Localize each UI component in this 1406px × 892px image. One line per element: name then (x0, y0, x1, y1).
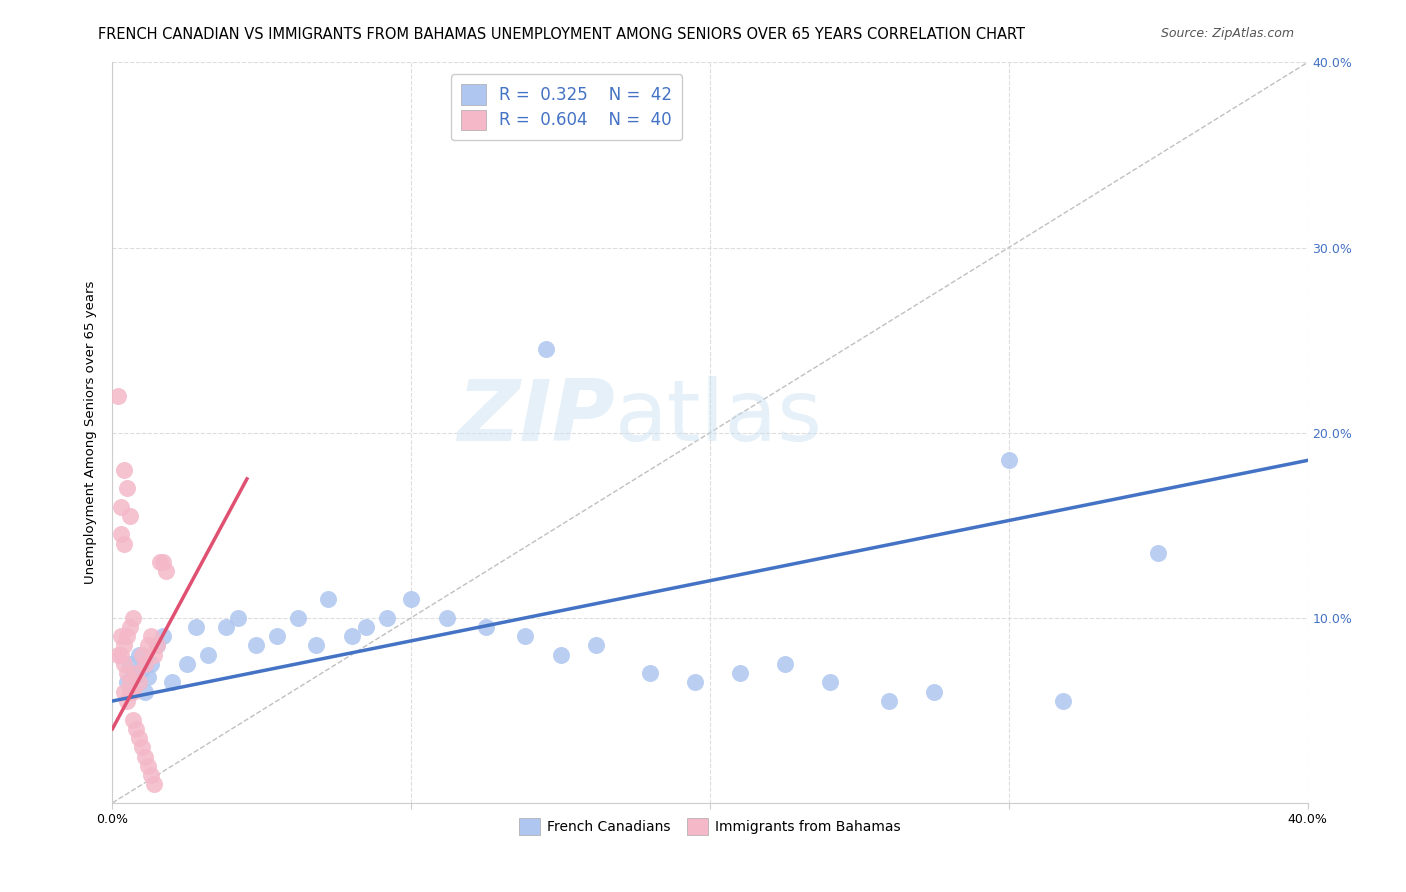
Point (114, 462, 135, 476)
Point (114, 657, 135, 671)
Point (122, 685, 145, 699)
Point (128, 648, 150, 662)
Point (110, 648, 132, 662)
Point (155, 565, 177, 579)
Point (125, 666, 148, 681)
Point (550, 648, 572, 662)
Point (226, 610, 249, 624)
Point (1147, 546, 1170, 560)
Point (120, 685, 142, 699)
Point (146, 639, 169, 653)
Point (131, 663, 153, 677)
Point (122, 666, 145, 681)
Point (138, 758, 160, 772)
Point (176, 657, 198, 671)
Point (120, 620, 142, 634)
Point (120, 508, 142, 523)
Point (728, 666, 751, 681)
Point (134, 685, 156, 699)
Point (107, 388, 129, 402)
Point (138, 670, 160, 684)
Point (513, 629, 536, 643)
Point (141, 629, 163, 643)
Point (436, 610, 458, 624)
Point (117, 675, 139, 690)
Point (534, 343, 557, 357)
Point (110, 527, 132, 541)
Point (117, 481, 139, 495)
Point (922, 685, 945, 699)
Point (107, 648, 129, 662)
Point (114, 685, 135, 699)
Point (818, 675, 841, 690)
Point (128, 731, 150, 745)
Point (131, 648, 153, 662)
Point (585, 639, 607, 653)
Point (114, 639, 135, 653)
Point (110, 629, 132, 643)
Point (125, 722, 148, 736)
Point (640, 666, 662, 681)
Point (773, 657, 796, 671)
Point (117, 666, 139, 681)
Point (134, 657, 156, 671)
Point (356, 620, 378, 634)
Point (305, 639, 328, 653)
Point (146, 639, 169, 653)
Point (138, 639, 160, 653)
Y-axis label: Unemployment Among Seniors over 65 years: Unemployment Among Seniors over 65 years (83, 281, 97, 584)
Point (197, 648, 219, 662)
Point (120, 657, 142, 671)
Point (266, 629, 288, 643)
Point (162, 675, 183, 690)
Point (134, 749, 156, 764)
Point (128, 675, 150, 690)
Point (316, 592, 339, 607)
Point (215, 620, 238, 634)
Point (683, 675, 706, 690)
Point (340, 629, 363, 643)
Point (110, 500, 132, 514)
Text: ZIP: ZIP (457, 376, 614, 459)
Point (143, 648, 166, 662)
Point (141, 768, 163, 782)
Point (245, 639, 267, 653)
Point (475, 620, 498, 634)
Point (998, 453, 1021, 467)
Point (122, 610, 145, 624)
Point (122, 713, 145, 727)
Point (1052, 694, 1074, 708)
Point (377, 610, 399, 624)
Text: FRENCH CANADIAN VS IMMIGRANTS FROM BAHAMAS UNEMPLOYMENT AMONG SENIORS OVER 65 YE: FRENCH CANADIAN VS IMMIGRANTS FROM BAHAM… (98, 27, 1025, 42)
Point (125, 670, 148, 684)
Point (143, 777, 166, 791)
Point (401, 592, 423, 607)
Legend: French Canadians, Immigrants from Bahamas: French Canadians, Immigrants from Bahama… (513, 813, 907, 840)
Point (117, 629, 139, 643)
Point (131, 740, 153, 755)
Point (186, 620, 208, 634)
Point (287, 610, 309, 624)
Point (117, 694, 139, 708)
Point (149, 555, 172, 569)
Point (152, 629, 174, 643)
Text: Source: ZipAtlas.com: Source: ZipAtlas.com (1160, 27, 1294, 40)
Point (879, 694, 901, 708)
Point (114, 536, 135, 550)
Text: atlas: atlas (614, 376, 823, 459)
Point (152, 555, 174, 569)
Point (141, 657, 163, 671)
Point (120, 675, 142, 690)
